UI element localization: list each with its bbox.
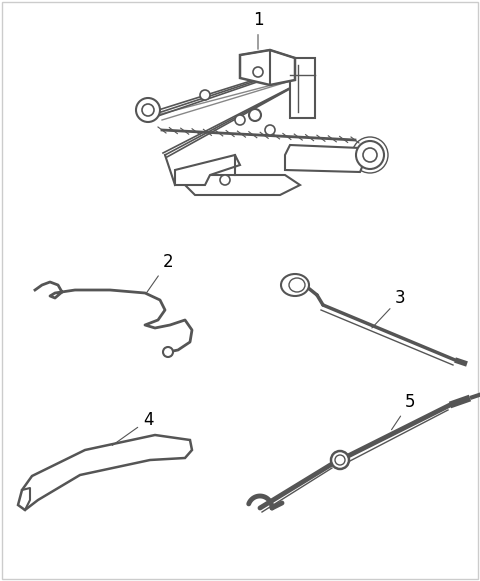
Circle shape xyxy=(356,141,384,169)
Circle shape xyxy=(142,104,154,116)
Ellipse shape xyxy=(281,274,309,296)
Ellipse shape xyxy=(289,278,305,292)
Circle shape xyxy=(331,451,349,469)
Circle shape xyxy=(200,90,210,100)
FancyBboxPatch shape xyxy=(290,58,315,118)
Polygon shape xyxy=(18,435,192,510)
Text: 4: 4 xyxy=(112,411,153,446)
Polygon shape xyxy=(285,145,365,172)
Text: 5: 5 xyxy=(392,393,415,430)
Circle shape xyxy=(253,67,263,77)
Polygon shape xyxy=(240,50,295,85)
Polygon shape xyxy=(185,175,300,195)
Circle shape xyxy=(235,115,245,125)
Circle shape xyxy=(352,137,388,173)
Circle shape xyxy=(136,98,160,122)
Circle shape xyxy=(335,455,345,465)
Text: 1: 1 xyxy=(252,11,264,49)
Polygon shape xyxy=(175,155,240,185)
Circle shape xyxy=(265,125,275,135)
Text: 3: 3 xyxy=(372,289,405,328)
Circle shape xyxy=(363,148,377,162)
Circle shape xyxy=(220,175,230,185)
Text: 2: 2 xyxy=(146,253,173,293)
Circle shape xyxy=(249,109,261,121)
Circle shape xyxy=(163,347,173,357)
